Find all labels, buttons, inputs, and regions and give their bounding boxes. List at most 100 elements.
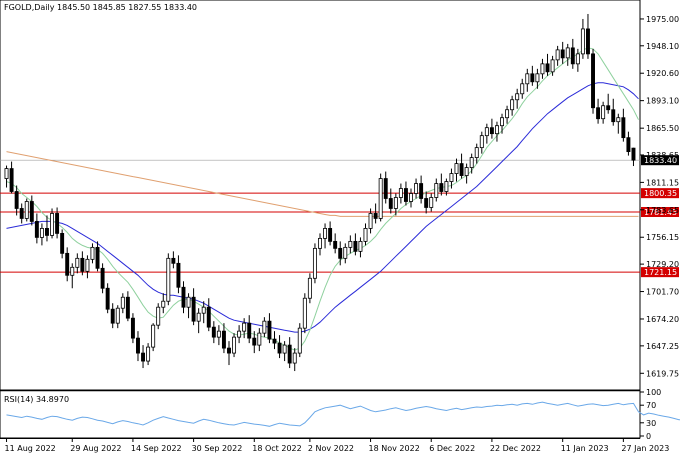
candle-body [100,267,105,289]
candle-body [373,213,378,219]
candle-body [85,258,90,272]
time-axis: 11 Aug 2022 29 Aug 2022 14 Sep 2022 30 Sep … [5,438,669,453]
candle-body [474,147,479,159]
level-price-label: 1800.35 [644,189,677,198]
candle-body [297,327,302,354]
level-price-tag [641,188,679,199]
candle-body [252,337,257,346]
candle-body [136,337,140,354]
moving-averages [6,47,639,351]
candle-body [439,183,444,192]
candle-body [464,167,469,176]
level-price-label: 1781.45 [644,208,677,217]
candle-body [444,181,449,192]
candle-body [176,262,181,288]
candle-body [282,344,287,354]
candle-body [570,47,575,65]
candle-body [621,117,626,139]
candle-body [575,53,580,65]
candle-body [292,352,297,364]
candle-body [484,127,489,137]
candle-body [348,240,353,248]
candle-body [555,49,560,61]
price-tick-label: 1756.15 [646,233,679,242]
candle-body [75,257,80,268]
candle-body [358,240,363,252]
candle-body [90,246,95,260]
candle-body [434,183,439,198]
candle-body [459,163,464,176]
candle-body [454,163,459,174]
price-tick-label: 1920.60 [646,69,679,78]
candle-body [181,286,186,308]
rsi-tick-label: 100 [646,388,661,397]
candle-body [510,99,515,111]
rsi-label: RSI(14) 34.8970 [4,395,69,404]
chart-title: FGOLD,Daily 1845.50 1845.85 1827.55 1833… [4,3,197,12]
price-axis: 1975.00 1948.10 1920.60 1893.10 1865.50 1838.… [640,15,679,441]
candle-body [34,221,39,238]
candle-body [429,197,434,208]
candle-body [631,147,636,161]
candle-body [4,168,9,179]
candle-body [95,246,100,269]
price-tick-label: 1811.15 [646,178,679,187]
candle-body [146,346,151,362]
candle-body [110,308,115,324]
candle-body [363,228,368,242]
candle-body [201,306,206,314]
candle-body [611,109,616,123]
candle-body [14,191,19,209]
candle-body [368,213,373,229]
candle-body [272,338,277,344]
candle-body [393,197,398,209]
candle-body [530,73,535,83]
candle-body [312,247,317,279]
candle-body [161,300,166,308]
candle-body [221,330,226,349]
candle-body [515,93,520,101]
candle-body [489,127,494,135]
rsi-pane[interactable] [0,389,680,439]
candle-body [505,109,510,119]
time-tick-label: 6 Dec 2022 [429,444,475,453]
candle-body [591,53,595,109]
time-tick-label: 22 Dec 2022 [490,444,541,453]
candle-body [9,168,14,192]
candle-body [277,342,282,354]
price-tick-label: 1975.00 [646,15,679,24]
time-tick-label: 18 Oct 2022 [252,444,301,453]
moving-average-mid [6,82,639,333]
candle-body [500,117,504,127]
candle-body [242,322,247,332]
time-tick-label: 2 Nov 2022 [308,444,354,453]
candle-body [479,135,484,149]
time-tick-label: 11 Jan 2023 [561,444,609,453]
candle-body [115,307,120,324]
candle-body [525,73,530,85]
time-tick-label: 14 Sep 2022 [131,444,182,453]
candle-body [257,332,262,346]
price-tick-label: 1729.20 [646,260,679,269]
candle-body [65,252,70,276]
candle-body [166,257,171,302]
candle-body [206,306,211,328]
candle-body [388,198,393,209]
candle-body [616,117,621,123]
candle-body [19,208,24,219]
horizontal-levels: 1800.35 1781.45 1721.15 1833.40 [0,155,679,278]
level-price-tag [641,267,679,278]
candle-body [247,322,252,339]
candle-body [626,137,631,153]
moving-average-slow [6,151,639,217]
candle-body [105,287,110,310]
time-tick-label: 29 Aug 2022 [70,444,121,453]
candle-body [307,277,312,299]
candle-body [24,201,29,219]
price-tick-label: 1701.70 [646,288,679,297]
candle-body [45,228,49,236]
candle-body [227,347,231,354]
candle-body [343,246,348,259]
candle-body [383,178,388,199]
